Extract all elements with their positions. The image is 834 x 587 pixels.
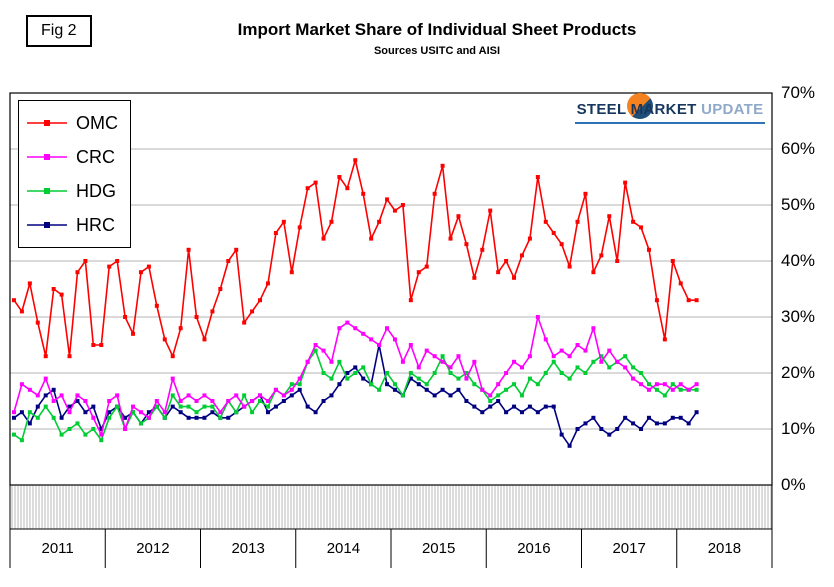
- legend-line-marker-icon: [27, 154, 67, 160]
- legend-item-hrc: HRC: [27, 208, 118, 242]
- legend-item-omc: OMC: [27, 106, 118, 140]
- x-axis-year-label: 2017: [612, 540, 646, 557]
- legend-item-crc: CRC: [27, 140, 118, 174]
- figure-number-label: Fig 2: [41, 22, 77, 39]
- legend-line-marker-icon: [27, 120, 67, 126]
- chart-title: Import Market Share of Individual Sheet …: [237, 20, 637, 39]
- y-axis-tick-label: 0%: [781, 475, 806, 494]
- x-axis-year-label: 2015: [421, 540, 456, 557]
- legend-label: CRC: [76, 146, 115, 167]
- y-axis-tick-label: 50%: [781, 195, 816, 214]
- x-axis-year-label: 2016: [517, 540, 551, 557]
- x-axis-year-label: 2018: [707, 540, 742, 557]
- y-axis-tick-label: 70%: [781, 83, 816, 102]
- legend-item-hdg: HDG: [27, 174, 118, 208]
- logo-text: STEEL MARKET UPDATE: [577, 101, 764, 118]
- y-axis-tick-label: 30%: [781, 307, 816, 326]
- steel-market-update-logo: STEEL MARKET UPDATE: [575, 93, 765, 124]
- legend-line-marker-icon: [27, 222, 67, 228]
- x-axis-year-label: 2013: [231, 540, 265, 557]
- chart-legend: OMC CRC HDG HRC: [18, 100, 131, 248]
- logo-word-steel: STEEL: [576, 101, 627, 118]
- logo-word-update: UPDATE: [701, 101, 764, 118]
- legend-label: OMC: [76, 112, 118, 133]
- figure-number-box: Fig 2: [26, 15, 92, 47]
- x-axis-year-label: 2014: [326, 540, 361, 557]
- x-axis-year-label: 2012: [136, 540, 170, 557]
- y-axis-tick-label: 10%: [781, 419, 816, 438]
- legend-label: HDG: [76, 180, 116, 201]
- legend-label: HRC: [76, 214, 115, 235]
- y-axis-tick-label: 40%: [781, 251, 816, 270]
- logo-globe-icon: [627, 93, 653, 119]
- y-axis-tick-label: 20%: [781, 363, 816, 382]
- legend-line-marker-icon: [27, 188, 67, 194]
- y-axis-tick-label: 60%: [781, 139, 816, 158]
- chart-subtitle: Sources USITC and AISI: [373, 45, 501, 57]
- x-axis-year-label: 2011: [41, 540, 74, 557]
- logo-word-market: MARKET: [630, 101, 697, 118]
